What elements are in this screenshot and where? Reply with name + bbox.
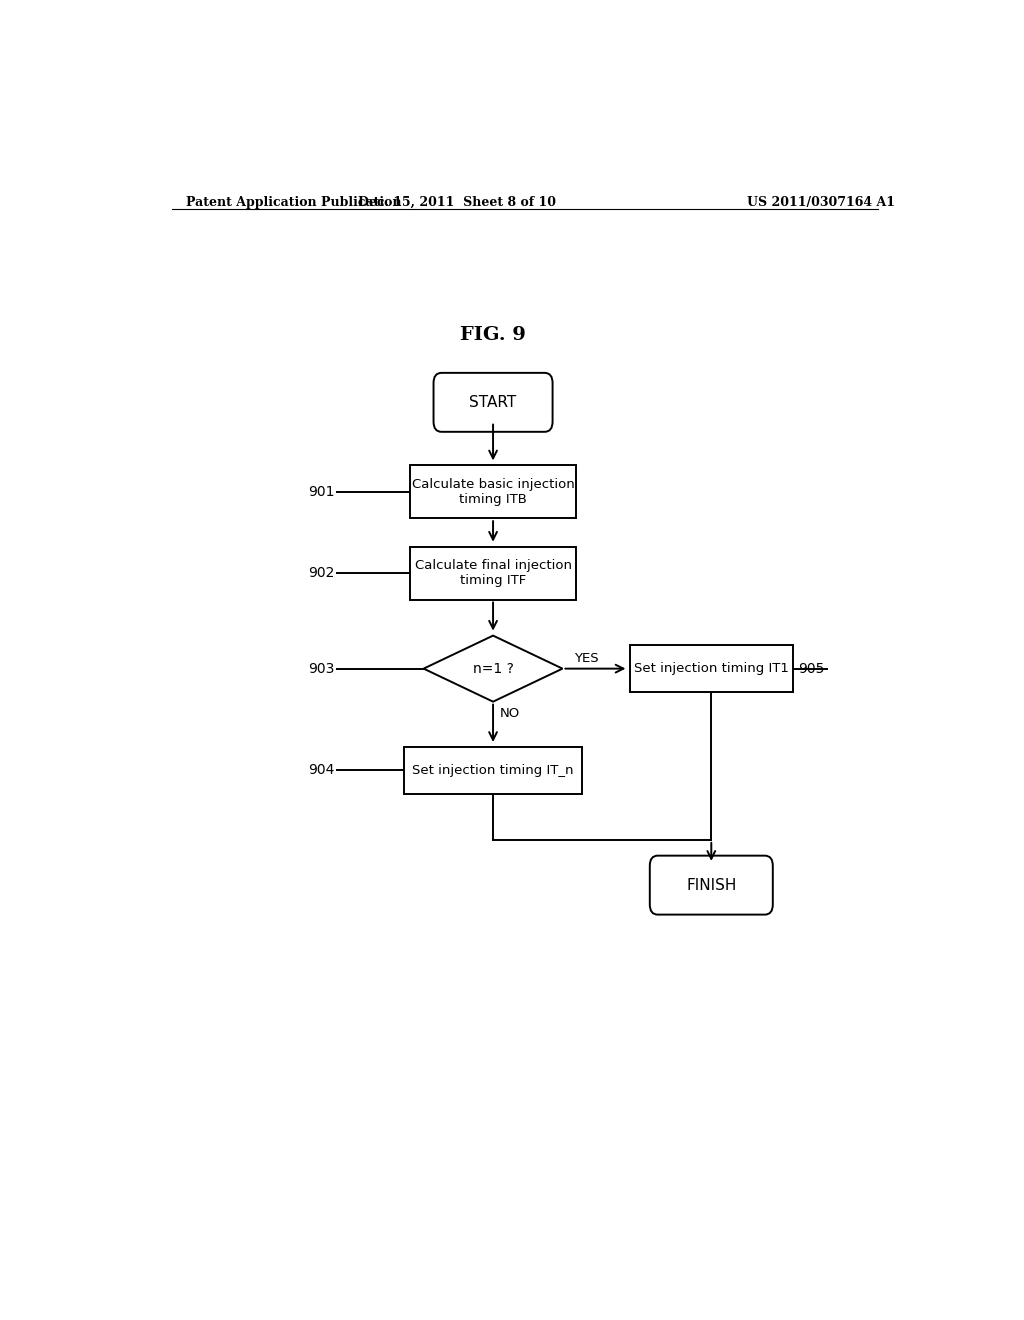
- Bar: [410, 546, 577, 599]
- FancyBboxPatch shape: [650, 855, 773, 915]
- Text: YES: YES: [574, 652, 599, 665]
- Polygon shape: [424, 636, 562, 702]
- Text: FINISH: FINISH: [686, 878, 736, 892]
- Text: US 2011/0307164 A1: US 2011/0307164 A1: [748, 195, 895, 209]
- Text: Set injection timing IT1: Set injection timing IT1: [634, 663, 788, 675]
- Text: Calculate final injection
timing ITF: Calculate final injection timing ITF: [415, 560, 571, 587]
- Text: Calculate basic injection
timing ITB: Calculate basic injection timing ITB: [412, 478, 574, 506]
- Text: 904: 904: [308, 763, 334, 777]
- Bar: [410, 466, 577, 519]
- Bar: [403, 747, 583, 793]
- Text: Set injection timing IT_n: Set injection timing IT_n: [413, 764, 573, 776]
- Text: FIG. 9: FIG. 9: [460, 326, 526, 345]
- Text: Dec. 15, 2011  Sheet 8 of 10: Dec. 15, 2011 Sheet 8 of 10: [358, 195, 556, 209]
- Text: Patent Application Publication: Patent Application Publication: [186, 195, 401, 209]
- Text: 905: 905: [799, 661, 824, 676]
- FancyBboxPatch shape: [433, 372, 553, 432]
- Text: 903: 903: [308, 661, 334, 676]
- Text: START: START: [469, 395, 517, 409]
- Text: n=1 ?: n=1 ?: [473, 661, 513, 676]
- Text: 901: 901: [308, 484, 334, 499]
- Text: NO: NO: [500, 708, 519, 721]
- Text: 902: 902: [308, 566, 334, 579]
- Bar: [630, 645, 793, 692]
